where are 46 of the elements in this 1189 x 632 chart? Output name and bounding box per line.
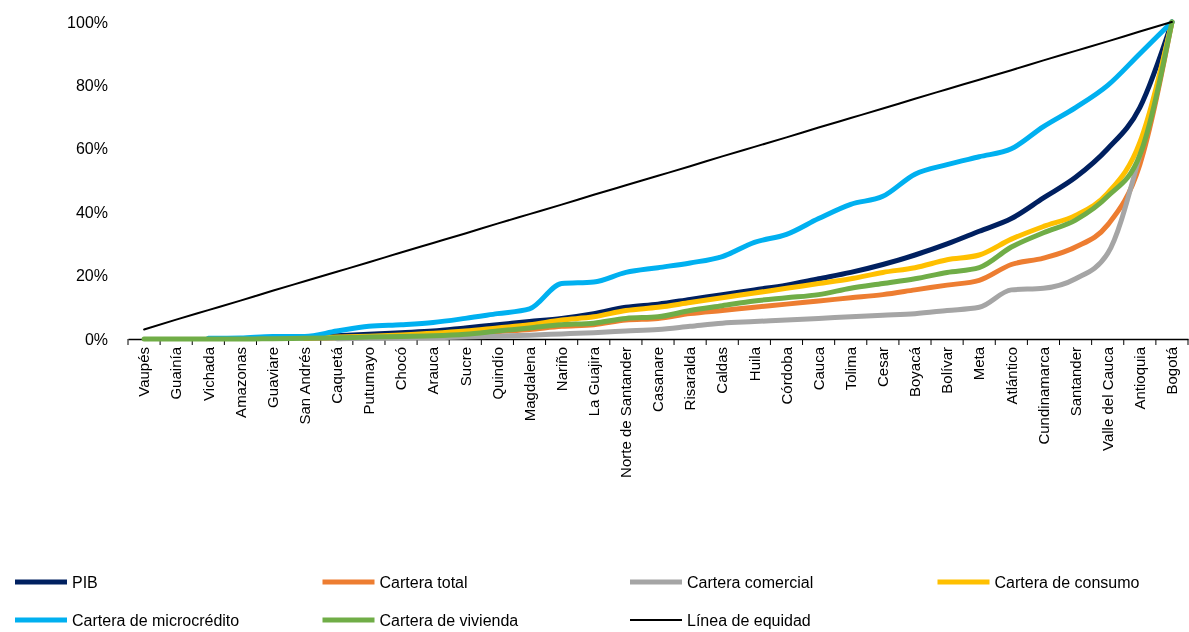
x-tick-label: Sucre: [456, 347, 474, 387]
x-tick-label: Caquetá: [328, 346, 346, 404]
x-tick-label: Nariño: [552, 347, 570, 392]
legend-label: Cartera comercial: [687, 573, 814, 591]
x-tick-label: Guaviare: [263, 347, 281, 408]
y-tick-label: 60%: [75, 140, 108, 158]
x-tick-label: Atlántico: [1002, 347, 1020, 405]
x-tick-label: La Guajira: [585, 346, 603, 417]
y-tick-label: 100%: [67, 13, 108, 31]
x-tick-label: Caldas: [713, 347, 731, 394]
y-tick-label: 40%: [75, 203, 108, 221]
legend-label: Línea de equidad: [687, 611, 811, 629]
x-tick-label: Cauca: [809, 346, 827, 391]
x-tick-label: Santander: [1066, 347, 1084, 417]
x-tick-label: Huila: [745, 346, 763, 382]
x-tick-label: Bogotá: [1163, 346, 1181, 395]
y-tick-label: 80%: [75, 77, 108, 95]
legend-label: Cartera total: [379, 573, 468, 591]
x-tick-label: Norte de Santander: [617, 347, 635, 478]
legend-label: Cartera de vivienda: [379, 611, 519, 629]
x-tick-label: Córdoba: [777, 346, 795, 405]
x-tick-label: Putumayo: [360, 347, 378, 415]
x-tick-label: Guainía: [167, 346, 185, 400]
legend-label: PIB: [72, 573, 98, 591]
x-tick-label: Quindío: [488, 347, 506, 400]
legend-label: Cartera de microcrédito: [72, 611, 240, 629]
x-tick-label: Casanare: [649, 347, 667, 413]
x-tick-label: Chocó: [392, 347, 410, 391]
y-tick-label: 20%: [75, 267, 108, 285]
x-tick-label: Valle del Cauca: [1098, 346, 1116, 451]
x-tick-label: Risaralda: [681, 346, 699, 411]
x-tick-label: Magdalena: [520, 346, 538, 422]
x-tick-label: Tolima: [841, 346, 859, 391]
x-tick-label: Cundinamarca: [1034, 346, 1052, 445]
x-tick-label: Vaupés: [135, 347, 153, 397]
x-tick-label: Antioquia: [1131, 346, 1149, 410]
y-tick-label: 0%: [84, 330, 108, 348]
x-tick-label: San Andrés: [295, 347, 313, 425]
x-tick-label: Cesar: [874, 347, 892, 388]
x-tick-label: Boyacá: [906, 346, 924, 398]
x-tick-label: Meta: [970, 346, 988, 381]
x-tick-label: Bolívar: [938, 347, 956, 394]
legend-label: Cartera de consumo: [994, 573, 1140, 591]
x-tick-label: Amazonas: [231, 347, 249, 418]
x-tick-label: Vichada: [199, 346, 217, 401]
x-tick-label: Arauca: [424, 346, 442, 395]
